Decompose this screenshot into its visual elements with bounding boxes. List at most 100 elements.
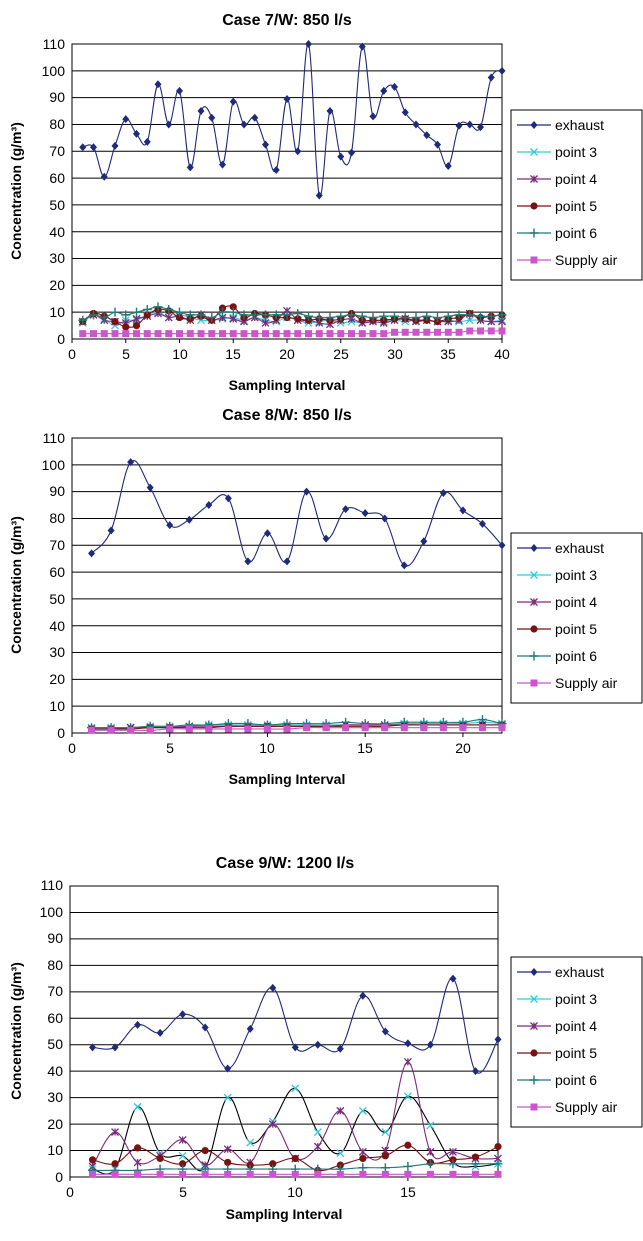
data-point [404,1170,412,1178]
data-point [361,724,369,732]
data-point [477,327,484,335]
data-point [146,483,154,492]
series-point-6 [88,1159,503,1175]
y-tick-label: 60 [49,170,65,186]
data-point [305,40,312,48]
data-point [358,1163,368,1173]
y-tick-label: 90 [49,89,65,105]
data-point [197,330,205,338]
y-tick-label: 60 [47,1010,63,1026]
legend-marker [530,968,538,976]
data-point [239,310,249,320]
chart-case-7: Case 7/W: 850 l/s 0 10 20 30 40 50 60 70… [8,12,643,393]
data-point [127,458,135,467]
data-point [315,191,323,200]
data-point [262,140,269,149]
data-point [79,143,87,152]
data-point [293,309,303,319]
legend-box [510,109,643,281]
y-tick-label: 60 [49,564,65,580]
data-point [313,1128,322,1136]
series-layer [78,40,507,338]
y-tick-label: 70 [49,537,65,553]
data-point [494,1170,502,1178]
data-point [348,148,355,157]
data-point [122,330,130,338]
data-point [224,1158,232,1167]
data-point [439,724,447,732]
data-point [381,1027,389,1036]
series-point-5 [88,1141,502,1174]
data-point [218,307,227,317]
data-point [205,725,213,733]
data-point [420,724,428,732]
x-tick-labels: 0 5 10 15 20 25 30 35 40 [68,346,510,362]
data-point [178,1151,187,1160]
data-point [185,310,195,320]
data-point [246,1170,254,1178]
data-point [122,115,130,124]
data-point [89,1170,97,1178]
data-point [412,120,420,129]
data-point [208,113,216,122]
data-point [166,521,174,530]
data-point [251,330,259,338]
y-tick-label: 30 [47,1089,63,1105]
legend-label: point 4 [555,171,597,187]
legend-label: point 4 [555,594,597,610]
y-tick-label: 50 [49,591,65,607]
data-point [357,311,367,321]
data-point [146,726,154,734]
data-point [90,330,97,338]
data-point [269,983,277,992]
data-point [401,108,409,117]
data-point [404,1039,412,1048]
legend: exhaust point 3 point 4 point 5 point 6 … [510,956,643,1128]
data-point [197,107,205,116]
data-point [207,313,217,323]
data-point [498,724,506,732]
data-point [133,330,140,338]
legend-label: point 3 [555,144,597,160]
data-point [272,166,280,175]
data-point [223,1145,232,1154]
data-point [448,1147,457,1156]
y-axis-title: Concentration (g/m³) [8,122,24,260]
legend-marker [529,1075,539,1085]
data-point [111,1043,119,1052]
data-point [400,724,408,732]
data-point [294,315,302,323]
data-point [224,725,232,733]
data-point [283,330,291,338]
legend-label: point 6 [555,648,597,664]
data-point [380,86,388,95]
data-point [336,311,346,321]
series-point-6 [78,302,507,325]
data-point [246,1024,254,1033]
y-tick-label: 40 [47,1063,63,1079]
data-point [434,328,441,336]
data-point [291,1170,299,1178]
data-point [369,112,377,121]
data-point [88,1156,97,1164]
data-point [486,311,496,321]
x-axis-title: Sampling Interval [226,1206,343,1222]
legend-marker [530,1049,538,1057]
data-point [90,143,97,152]
data-point [179,1010,187,1019]
data-point [240,330,248,338]
data-point [100,172,108,181]
data-point [223,1093,232,1102]
legend-label: point 6 [555,1072,597,1088]
data-point [381,724,389,732]
data-point [381,1128,390,1136]
data-point [478,519,486,528]
data-point [156,1170,164,1178]
data-point [336,1170,344,1178]
data-point [423,328,431,336]
data-point [336,1044,344,1053]
data-point [88,726,96,734]
legend-label: point 6 [555,225,597,241]
data-point [283,725,291,733]
